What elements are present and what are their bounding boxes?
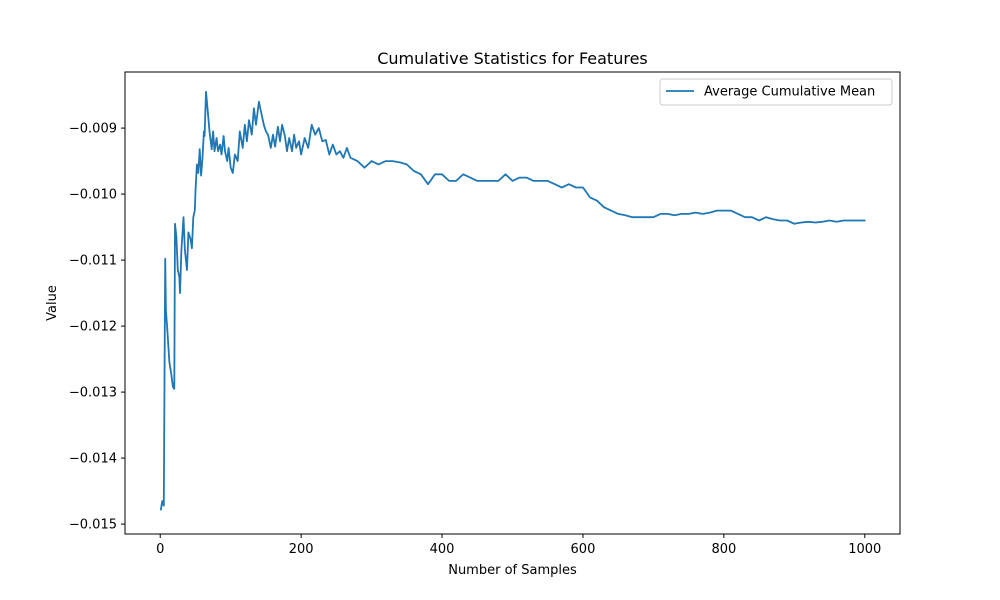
plot-area xyxy=(124,71,901,535)
x-axis: 0 200 400 600 800 1000 xyxy=(156,534,881,557)
y-tick-label: −0.010 xyxy=(69,188,117,203)
y-tick-label: −0.013 xyxy=(69,386,117,401)
y-axis-label: Value xyxy=(45,285,60,321)
y-tick-label: −0.015 xyxy=(69,518,117,533)
y-tick-label: −0.009 xyxy=(69,122,117,137)
y-tick-label: −0.012 xyxy=(69,320,117,335)
x-tick-label: 800 xyxy=(711,542,736,557)
x-axis-label: Number of Samples xyxy=(448,563,577,578)
x-tick-label: 600 xyxy=(571,542,596,557)
legend-label: Average Cumulative Mean xyxy=(704,85,875,100)
series-line-average-cumulative-mean xyxy=(159,90,866,511)
x-tick-label: 0 xyxy=(156,542,164,557)
chart-title: Cumulative Statistics for Features xyxy=(377,49,648,68)
y-axis: −0.015 −0.014 −0.013 −0.012 −0.011 −0.010 −0.0… xyxy=(69,122,125,533)
y-tick-label: −0.014 xyxy=(69,452,117,467)
axes-frame xyxy=(124,71,901,535)
x-tick-label: 400 xyxy=(430,542,455,557)
x-tick-label: 1000 xyxy=(848,542,881,557)
legend: Average Cumulative Mean xyxy=(659,78,893,106)
x-tick-label: 200 xyxy=(289,542,314,557)
legend-box xyxy=(659,78,893,106)
y-tick-label: −0.011 xyxy=(69,254,117,269)
